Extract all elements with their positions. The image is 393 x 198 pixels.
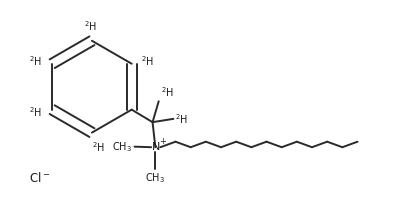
Text: $^2$H: $^2$H	[161, 85, 174, 99]
Text: +: +	[159, 137, 166, 146]
Text: $^2$H: $^2$H	[175, 112, 188, 126]
Text: CH$_3$: CH$_3$	[145, 171, 165, 185]
Text: $^2$H: $^2$H	[84, 19, 97, 33]
Text: N: N	[152, 142, 160, 152]
Text: $^2$H: $^2$H	[29, 106, 42, 119]
Text: $^2$H: $^2$H	[29, 54, 42, 68]
Text: Cl$^-$: Cl$^-$	[29, 171, 51, 185]
Text: $^2$H: $^2$H	[141, 54, 154, 68]
Text: $^2$H: $^2$H	[92, 140, 105, 154]
Text: CH$_3$: CH$_3$	[112, 140, 132, 154]
